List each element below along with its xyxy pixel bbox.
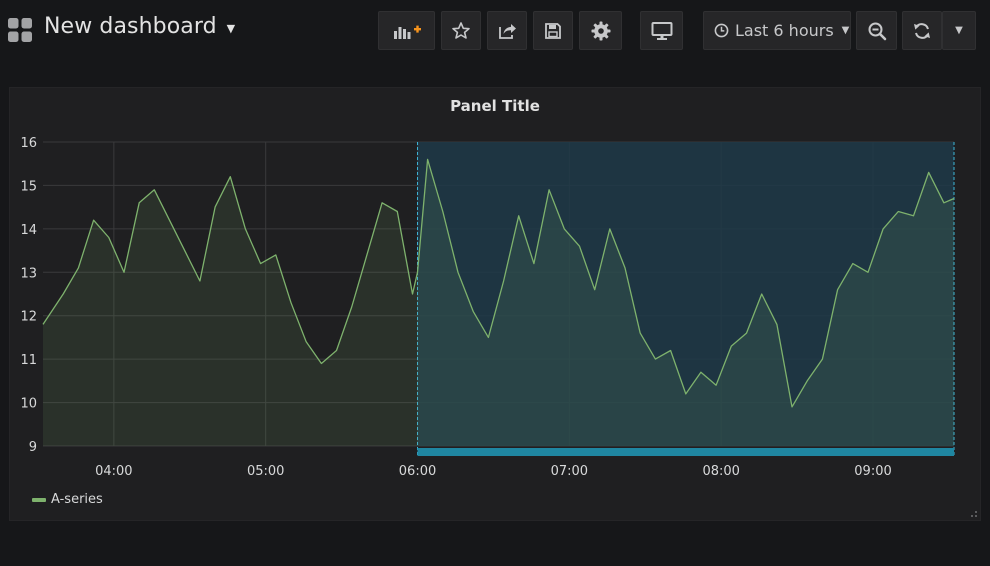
share-dashboard-button[interactable]: [487, 11, 527, 50]
legend-label: A-series: [51, 492, 103, 507]
x-tick-label: 04:00: [95, 464, 132, 479]
save-dashboard-button[interactable]: [533, 11, 573, 50]
tv-mode-button[interactable]: [640, 11, 683, 50]
y-tick-label: 12: [20, 310, 37, 325]
zoom-out-button[interactable]: [856, 11, 897, 50]
clock-icon: [714, 23, 729, 38]
x-tick-label: 07:00: [551, 464, 588, 479]
caret-down-icon: ▼: [955, 25, 963, 36]
star-icon: [452, 21, 470, 39]
dashboard-title: New dashboard: [44, 14, 217, 39]
y-tick-label: 14: [20, 223, 37, 238]
legend-color-swatch[interactable]: [32, 497, 46, 502]
series-area-fill: [43, 159, 954, 446]
x-tick-label: 05:00: [247, 464, 284, 479]
graph-chart[interactable]: 9 10 11 12 13 14 15 16 04:00 05:00 06:00 07:00 08:0…: [10, 88, 980, 488]
dashboard-settings-button[interactable]: [579, 11, 622, 50]
refresh-icon: [914, 22, 930, 39]
y-tick-label: 11: [20, 353, 37, 368]
share-icon: [499, 23, 516, 39]
series-line: [42, 158, 955, 408]
x-tick-label: 06:00: [399, 464, 436, 479]
refresh-interval-dropdown[interactable]: ▼: [942, 11, 976, 50]
y-tick-label: 16: [20, 136, 37, 151]
y-tick-label: 15: [20, 179, 37, 194]
time-range-label: Last 6 hours: [735, 21, 834, 40]
y-tick-label: 10: [20, 397, 37, 412]
caret-down-icon: ▼: [226, 22, 236, 35]
caret-down-icon: ▼: [841, 25, 850, 36]
save-icon: [545, 22, 561, 39]
time-selection-region: [417, 142, 954, 446]
legend-item-a-series[interactable]: A-series: [32, 492, 103, 507]
dashboard-navbar: New dashboard ▼: [0, 0, 990, 62]
x-tick-label: 08:00: [702, 464, 739, 479]
selection-bar: [417, 448, 954, 456]
resize-handle-icon[interactable]: [971, 511, 977, 517]
grid-icon[interactable]: [8, 18, 32, 42]
refresh-button[interactable]: [902, 11, 942, 50]
y-tick-label: 13: [20, 266, 37, 281]
graph-panel: Panel Title 9 10 11 12 13 14 15 16 04:00 05:00 06…: [9, 87, 981, 521]
zoom-out-icon: [868, 22, 886, 40]
gear-icon: [591, 21, 610, 40]
y-tick-label: 9: [29, 440, 37, 455]
x-tick-label: 09:00: [854, 464, 891, 479]
panel-title[interactable]: Panel Title: [450, 97, 540, 115]
star-dashboard-button[interactable]: [441, 11, 481, 50]
monitor-icon: [651, 21, 672, 40]
add-panel-icon: [393, 25, 421, 39]
dashboard-title-dropdown[interactable]: New dashboard ▼: [44, 14, 235, 39]
time-picker-button[interactable]: Last 6 hours ▼: [703, 11, 851, 50]
add-panel-button[interactable]: [378, 11, 435, 50]
